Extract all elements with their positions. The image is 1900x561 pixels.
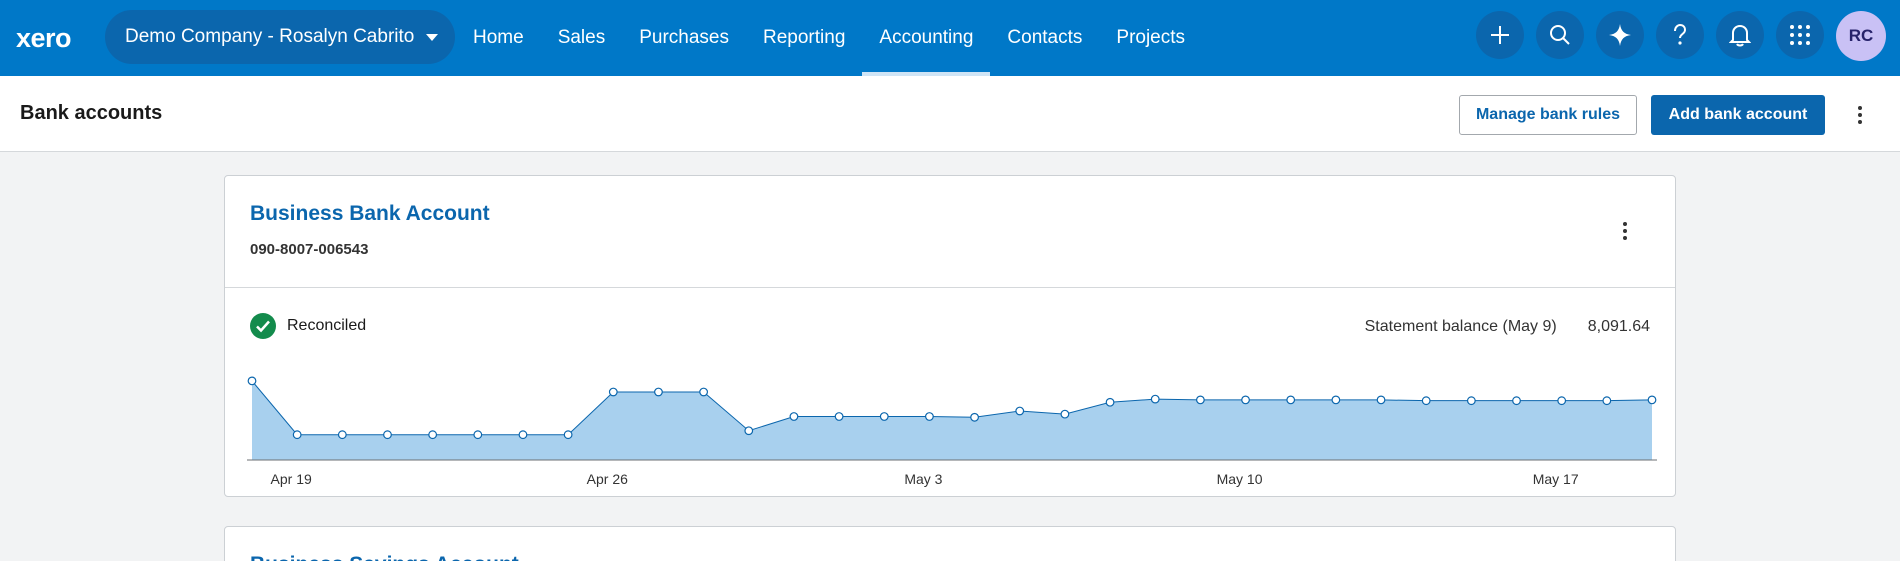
reconciled-status: Reconciled [250, 313, 366, 339]
sparkle-icon[interactable] [1596, 11, 1644, 59]
data-point[interactable] [879, 412, 889, 421]
data-point[interactable] [1647, 395, 1657, 405]
x-tick-label: Apr 26 [587, 471, 628, 487]
data-point[interactable] [608, 387, 618, 397]
data-point[interactable] [1421, 396, 1431, 406]
data-point[interactable] [1376, 395, 1386, 405]
data-point[interactable] [337, 430, 347, 440]
nav-home[interactable]: Home [473, 27, 524, 48]
data-point[interactable] [1150, 394, 1160, 404]
account-number: 090-8007-006543 [250, 241, 369, 258]
data-point[interactable] [247, 376, 257, 386]
data-point[interactable] [789, 412, 799, 421]
balance-history-chart: Apr 19 Apr 26 May 3 May 10 May 17 [247, 376, 1657, 487]
nav-reporting[interactable]: Reporting [763, 27, 846, 48]
x-tick-label: May 3 [904, 471, 942, 487]
data-point[interactable] [699, 387, 709, 397]
account-name-link[interactable]: Business Bank Account [250, 202, 490, 225]
data-point[interactable] [1512, 396, 1521, 406]
statement-balance: Statement balance (May 9) 8,091.64 [1365, 318, 1650, 336]
help-icon[interactable] [1656, 11, 1704, 59]
data-point[interactable] [1105, 397, 1115, 407]
page-more-options-icon[interactable] [1852, 100, 1868, 130]
data-point[interactable] [1602, 396, 1612, 406]
data-point[interactable] [1286, 395, 1296, 405]
card-header: Business Bank Account 090-8007-006543 [225, 176, 1675, 288]
add-bank-account-button[interactable]: Add bank account [1651, 95, 1825, 135]
xero-logo[interactable]: xero [16, 22, 72, 53]
data-point[interactable] [1557, 396, 1567, 406]
apps-grid-icon[interactable] [1776, 11, 1824, 59]
data-point[interactable] [744, 426, 754, 436]
data-point[interactable] [383, 430, 392, 440]
data-point[interactable] [834, 412, 844, 421]
nav-projects[interactable]: Projects [1116, 27, 1186, 48]
top-navigation: xero Demo Company - Rosalyn Cabrito Home… [0, 0, 1900, 76]
data-point[interactable] [1015, 406, 1025, 416]
data-point[interactable] [1466, 396, 1476, 406]
top-actions: RC [1476, 11, 1886, 61]
bank-account-card: Business Bank Account 090-8007-006543 Re… [224, 175, 1676, 497]
data-point[interactable] [1241, 395, 1250, 405]
nav-accounting[interactable]: Accounting [862, 0, 991, 76]
data-point[interactable] [1195, 395, 1205, 405]
search-icon[interactable] [1536, 11, 1584, 59]
x-tick-label: Apr 19 [271, 471, 312, 487]
data-point[interactable] [518, 430, 528, 440]
balance-area [252, 380, 1652, 460]
savings-account-name-link[interactable]: Business Savings Account [250, 553, 519, 561]
data-point[interactable] [563, 430, 573, 440]
account-more-options-icon[interactable] [1617, 216, 1633, 246]
page-title: Bank accounts [20, 102, 163, 124]
chevron-down-icon [426, 33, 439, 41]
main-nav: Home Sales Purchases Reporting Accountin… [456, 0, 1202, 76]
status-label: Reconciled [287, 317, 367, 334]
data-point[interactable] [292, 430, 302, 440]
balance-line [251, 380, 1653, 436]
balance-value: 8,091.64 [1587, 318, 1650, 335]
savings-account-card: Business Savings Account [224, 526, 1676, 561]
x-tick-label: May 10 [1217, 471, 1263, 487]
data-point[interactable] [970, 412, 979, 422]
org-name: Demo Company - Rosalyn Cabrito [125, 26, 415, 47]
nav-sales[interactable]: Sales [557, 27, 606, 48]
data-point[interactable] [654, 387, 663, 397]
check-circle-icon [250, 313, 276, 339]
x-tick-label: May 17 [1533, 471, 1579, 487]
manage-bank-rules-button[interactable]: Manage bank rules [1459, 95, 1637, 135]
org-switcher[interactable]: Demo Company - Rosalyn Cabrito [105, 10, 455, 64]
data-point[interactable] [925, 412, 934, 421]
bell-icon[interactable] [1716, 11, 1764, 59]
data-point[interactable] [473, 430, 483, 440]
data-point[interactable] [428, 430, 438, 440]
user-avatar[interactable]: RC [1836, 11, 1886, 61]
plus-icon[interactable] [1476, 11, 1524, 59]
data-point[interactable] [1331, 395, 1341, 405]
nav-purchases[interactable]: Purchases [639, 27, 729, 48]
data-point[interactable] [1060, 409, 1070, 419]
page-header: Bank accounts Manage bank rules Add bank… [0, 76, 1900, 152]
nav-contacts[interactable]: Contacts [1007, 27, 1083, 48]
balance-label: Statement balance (May 9) [1364, 318, 1557, 335]
